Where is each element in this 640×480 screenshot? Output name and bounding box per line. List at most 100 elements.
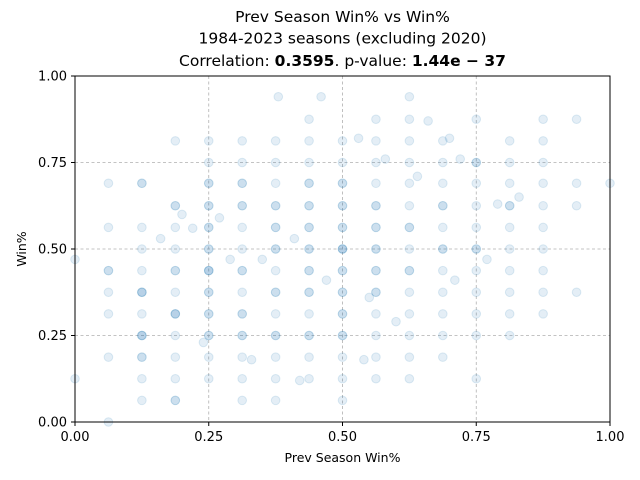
data-point xyxy=(304,114,314,125)
x-tick-label: 0.25 xyxy=(194,430,223,445)
data-point xyxy=(304,373,314,384)
data-point xyxy=(103,352,114,362)
data-point xyxy=(170,265,181,276)
y-tick-label: 0.00 xyxy=(38,416,67,431)
data-point xyxy=(504,157,515,168)
data-point xyxy=(404,91,415,102)
data-point xyxy=(571,178,582,189)
data-point xyxy=(270,265,281,276)
data-point xyxy=(237,330,247,341)
data-point xyxy=(471,157,482,168)
data-point xyxy=(137,352,147,362)
data-point xyxy=(380,154,391,164)
data-point xyxy=(337,395,348,406)
data-point xyxy=(337,157,348,168)
data-point xyxy=(438,244,448,254)
data-point xyxy=(404,136,415,146)
title-line-2: 1984-2023 seasons (excluding 2020) xyxy=(199,30,487,48)
data-point xyxy=(371,222,381,233)
data-point xyxy=(170,373,181,384)
data-point xyxy=(371,287,381,298)
data-point xyxy=(137,395,147,406)
data-point xyxy=(237,309,247,319)
data-point xyxy=(257,254,268,265)
data-point xyxy=(321,275,332,285)
data-point xyxy=(304,330,314,341)
data-point xyxy=(316,91,326,102)
data-point xyxy=(237,157,247,168)
data-point xyxy=(450,275,460,285)
data-point xyxy=(404,330,415,341)
data-point xyxy=(471,114,482,125)
data-point xyxy=(103,178,114,189)
data-point xyxy=(270,244,281,254)
data-point xyxy=(225,254,235,265)
data-point xyxy=(270,244,281,254)
data-point xyxy=(471,157,482,168)
axis-ticks: 0.00 0.25 0.50 0.75 1.00 0.00 0.25 0.50 0.75 1.00 xyxy=(38,70,624,446)
data-point xyxy=(137,373,147,384)
data-point xyxy=(404,309,415,319)
data-point xyxy=(471,330,482,341)
data-point xyxy=(137,287,147,298)
data-point xyxy=(471,265,482,276)
data-point xyxy=(137,178,147,189)
data-point xyxy=(471,222,482,233)
data-point xyxy=(237,287,247,298)
data-point xyxy=(337,287,348,298)
data-points xyxy=(70,91,615,427)
data-point xyxy=(198,337,209,348)
data-point xyxy=(270,330,281,341)
data-point xyxy=(304,200,314,211)
x-tick-label: 0.50 xyxy=(328,430,357,445)
data-point xyxy=(482,254,492,265)
data-point xyxy=(137,287,147,298)
data-point xyxy=(504,136,515,146)
data-point xyxy=(170,309,181,319)
data-point xyxy=(170,222,181,233)
data-point xyxy=(137,309,147,319)
data-point xyxy=(170,395,181,406)
data-point xyxy=(203,309,214,319)
data-point xyxy=(504,244,515,254)
data-point xyxy=(237,178,247,189)
data-point xyxy=(371,157,381,168)
y-tick-label: 0.50 xyxy=(38,243,67,258)
data-point xyxy=(471,287,482,298)
data-point xyxy=(237,265,247,276)
data-point xyxy=(203,330,214,341)
data-point xyxy=(170,244,181,254)
data-point xyxy=(471,244,482,254)
data-point xyxy=(270,287,281,298)
data-point xyxy=(471,200,482,211)
data-point xyxy=(170,395,181,406)
data-point xyxy=(438,309,448,319)
data-point xyxy=(371,265,381,276)
data-point xyxy=(304,157,314,168)
data-point xyxy=(304,136,314,146)
data-point xyxy=(337,265,348,276)
x-tick-label: 0.00 xyxy=(61,430,90,445)
y-tick-label: 0.25 xyxy=(38,329,67,344)
data-point xyxy=(337,287,348,298)
data-point xyxy=(404,178,415,189)
data-point xyxy=(371,200,381,211)
data-point xyxy=(404,352,415,362)
data-point xyxy=(237,265,247,276)
data-point xyxy=(471,244,482,254)
data-point xyxy=(170,309,181,319)
data-point xyxy=(371,373,381,384)
data-point xyxy=(237,200,247,211)
data-point xyxy=(203,136,214,146)
data-point xyxy=(538,136,548,146)
data-point xyxy=(304,330,314,341)
data-point xyxy=(203,265,214,276)
data-point xyxy=(270,136,281,146)
pvalue-prefix: . p-value: xyxy=(334,52,411,70)
data-point xyxy=(504,200,515,211)
data-point xyxy=(371,330,381,341)
data-point xyxy=(404,200,415,211)
data-point xyxy=(203,157,214,168)
data-point xyxy=(294,375,305,386)
